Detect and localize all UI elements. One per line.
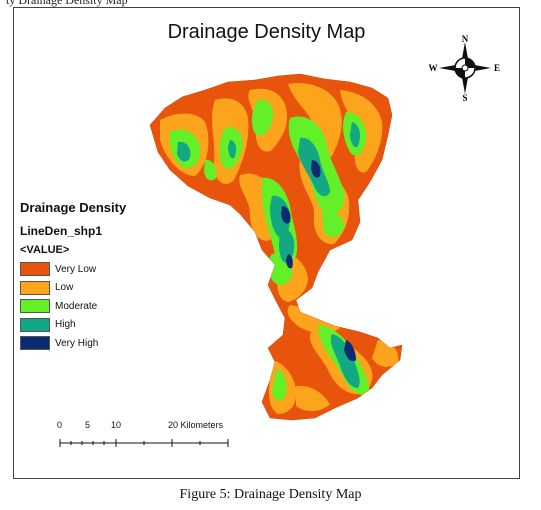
swatch-very-high: [20, 336, 50, 351]
scale-label-20: 20 Kilometers: [168, 420, 224, 430]
swatch-low: [20, 280, 50, 295]
legend: Drainage Density LineDen_shp1 <VALUE> Ve…: [20, 200, 126, 353]
north-arrow-icon: [439, 42, 491, 94]
scale-bar-graphic: [59, 439, 229, 447]
west-label: W: [429, 63, 438, 73]
figure-caption: Figure 5: Drainage Density Map: [179, 487, 362, 502]
density-zones: [160, 82, 399, 414]
legend-item-moderate: Moderate: [20, 297, 126, 316]
swatch-very-low: [20, 262, 50, 277]
north-label: N: [462, 34, 469, 44]
legend-label: High: [55, 319, 76, 331]
legend-item-low: Low: [20, 279, 126, 298]
legend-label: Moderate: [55, 300, 98, 312]
legend-label: Very High: [55, 337, 99, 349]
legend-field-name: <VALUE>: [20, 244, 70, 256]
legend-title: Drainage Density: [20, 200, 127, 215]
legend-item-very-low: Very Low: [20, 260, 126, 279]
scale-label-10: 10: [111, 420, 122, 430]
legend-item-high: High: [20, 316, 126, 335]
legend-item-very-high: Very High: [20, 334, 126, 353]
scale-label-5: 5: [85, 420, 91, 430]
legend-layer-name: LineDen_shp1: [20, 224, 103, 238]
east-label: E: [494, 63, 500, 73]
south-label: S: [462, 93, 467, 103]
legend-label: Low: [55, 282, 74, 294]
very-high-zones: [281, 160, 356, 362]
legend-label: Very Low: [55, 263, 97, 275]
swatch-moderate: [20, 299, 50, 314]
scale-label-0: 0: [57, 420, 63, 430]
top-partial-caption: ty Drainage Density Map: [6, 0, 128, 7]
map-title: Drainage Density Map: [167, 21, 366, 43]
scale-bar: 0 5 10 20 Kilometers: [44, 420, 224, 450]
swatch-high: [20, 317, 50, 332]
